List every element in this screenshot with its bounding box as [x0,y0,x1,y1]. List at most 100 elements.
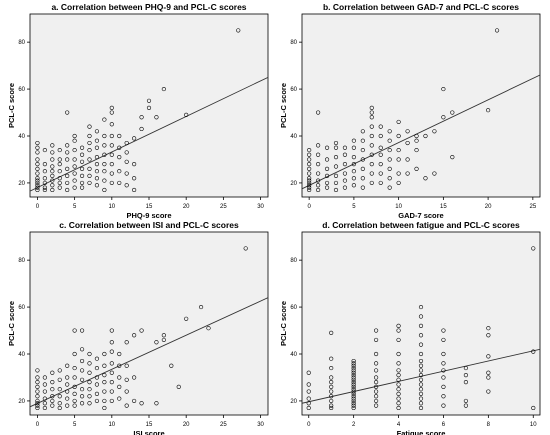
data-point [42,180,47,186]
data-point [351,176,356,181]
data-point [418,351,424,357]
data-point [206,326,211,331]
x-tick-label: 25 [529,204,536,210]
data-point [79,166,85,171]
data-point [369,105,374,110]
data-point [373,337,379,343]
data-point [396,401,401,406]
data-point [50,157,55,162]
data-point [414,166,419,171]
data-point [307,162,312,167]
data-point [109,349,114,354]
data-point [102,373,107,378]
data-point [333,155,339,160]
data-point [396,171,401,176]
fit-line [302,74,540,190]
data-point [316,183,321,188]
data-point [72,391,77,396]
data-point [57,185,62,190]
data-point [132,375,137,380]
data-point [65,375,70,380]
data-point [35,180,40,186]
data-point [42,187,47,193]
y-tick-label: 80 [18,40,25,46]
data-point [72,164,77,169]
data-point [360,185,365,190]
data-point [378,133,383,139]
data-point [441,337,446,343]
data-point [72,375,77,380]
data-point [307,157,312,162]
data-point [373,351,379,357]
data-point [139,115,144,120]
data-point [396,382,401,387]
data-point [35,162,40,167]
data-point [154,401,159,406]
data-point [351,384,356,389]
data-point [441,86,446,92]
data-point [35,405,40,411]
data-point [307,176,312,181]
data-point [139,328,144,333]
x-axis-label: ISI score [133,429,164,435]
y-tick-label: 40 [18,134,25,140]
data-point [117,169,122,174]
data-point [50,143,55,148]
data-point [441,368,446,373]
data-point [154,340,159,345]
data-point [369,152,374,157]
plot-area [301,231,541,416]
data-point [72,157,77,162]
data-point [72,171,77,176]
data-point [132,136,137,141]
data-point [79,185,85,190]
data-point [35,394,40,399]
data-point [109,171,114,176]
y-axis-label: PCL-C score [7,83,16,128]
data-point [42,147,47,153]
data-point [307,180,312,186]
x-tick-label: 25 [220,422,227,428]
data-point [109,398,114,404]
chart-panel-4: d. Correlation between fatigue and PCL-C… [279,220,541,435]
data-point [161,333,166,338]
data-point [35,157,40,162]
data-point [87,387,92,392]
data-point [351,162,356,167]
data-point [369,162,374,167]
data-point [50,164,55,169]
data-point [154,115,159,120]
x-tick-label: 20 [183,204,190,210]
data-point [306,382,311,387]
data-point [102,351,107,357]
data-point [50,183,55,188]
y-tick-label: 80 [18,258,25,264]
data-point [50,387,55,392]
data-point [351,155,356,160]
data-point [307,183,312,188]
data-point [50,394,55,399]
data-point [65,173,70,178]
data-point [351,365,356,371]
data-point [450,110,455,115]
plot-area [301,13,541,198]
fit-line [302,348,540,404]
data-point [57,157,62,162]
data-point [360,166,365,171]
data-point [65,396,70,401]
data-point [102,363,107,368]
data-point [531,405,536,411]
data-point [94,162,100,167]
data-point [109,361,114,366]
data-point [65,143,70,148]
data-point [184,316,189,321]
data-point [307,185,312,190]
data-point [57,176,62,181]
data-point [72,398,77,404]
data-point [316,162,321,167]
data-point [124,150,129,155]
data-point [124,183,129,188]
data-point [50,173,55,178]
data-point [373,384,379,389]
x-tick-label: 2 [352,422,356,428]
